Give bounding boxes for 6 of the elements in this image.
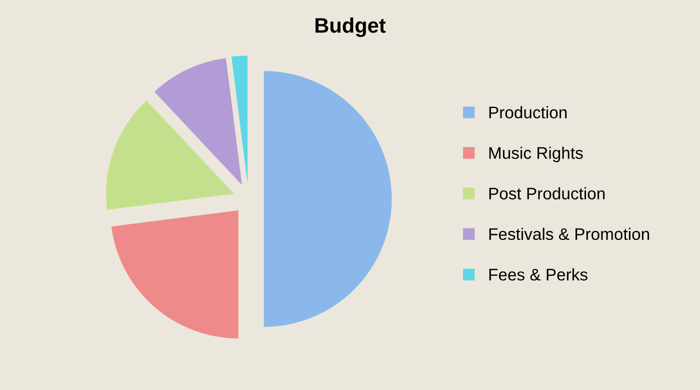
legend-label: Fees & Perks <box>489 268 588 281</box>
legend-label: Post Production <box>489 187 605 200</box>
legend-label: Music Rights <box>489 146 583 162</box>
legend-label: Festivals & Promotion <box>489 228 650 240</box>
legend-label: Production <box>489 106 567 118</box>
chart-title: Budget <box>316 18 386 38</box>
